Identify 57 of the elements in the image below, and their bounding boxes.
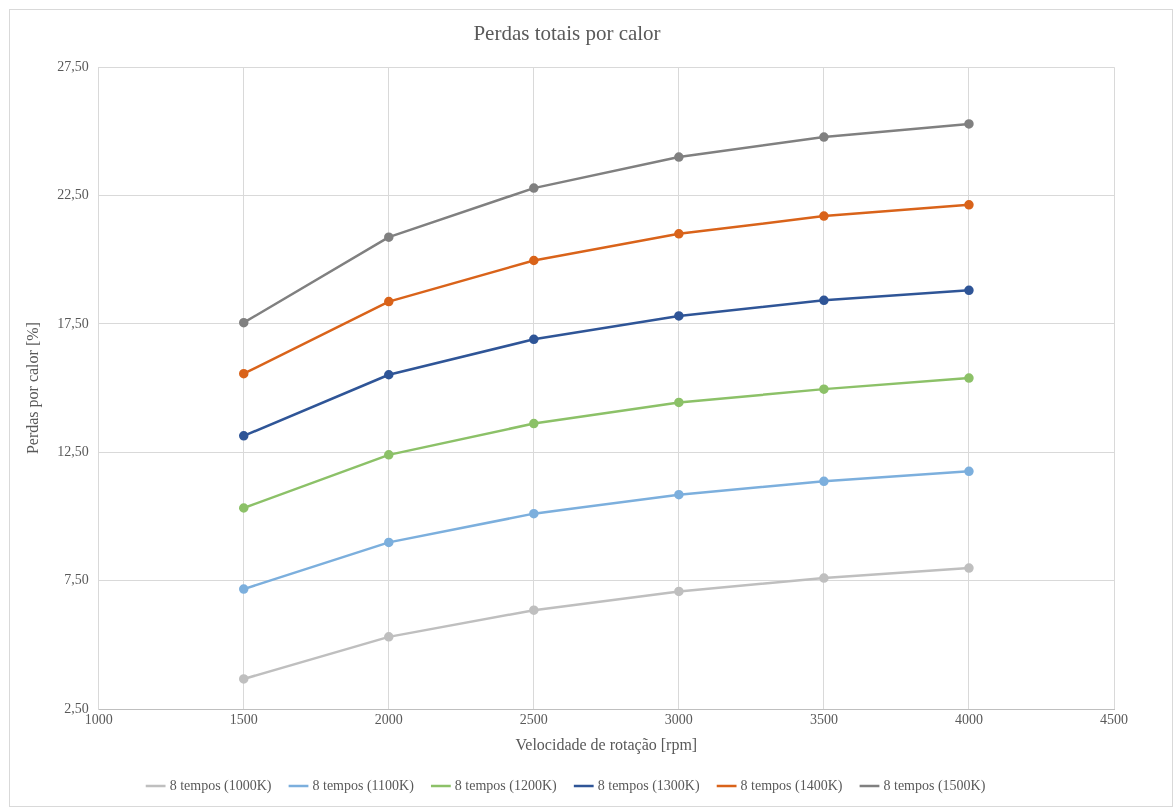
point — [819, 384, 829, 394]
point — [819, 211, 829, 221]
point — [964, 373, 974, 383]
point — [674, 586, 684, 597]
x-tick-label: 2500 — [519, 712, 548, 728]
point — [964, 285, 974, 296]
x-tick-label: 3000 — [664, 712, 693, 728]
point — [529, 183, 539, 193]
point — [674, 489, 684, 500]
legend-label: 8 tempos (1400K) — [740, 777, 843, 794]
x-axis-title: Velocidade de rotação [rpm] — [515, 735, 698, 754]
point — [238, 584, 249, 594]
point — [819, 573, 829, 583]
y-tick-label: 17,50 — [57, 315, 89, 331]
point — [529, 508, 539, 519]
point — [238, 431, 249, 441]
point — [964, 200, 974, 210]
point — [238, 368, 249, 379]
point — [384, 537, 394, 548]
legend-label: 8 tempos (1100K) — [312, 777, 415, 794]
y-tick-label: 22,50 — [57, 187, 89, 203]
point — [529, 334, 539, 345]
point — [238, 503, 249, 513]
point — [819, 295, 829, 306]
legend-label: 8 tempos (1200K) — [454, 777, 558, 794]
point — [384, 232, 394, 242]
point — [384, 450, 394, 460]
legend-label: 8 tempos (1300K) — [597, 777, 700, 794]
point — [238, 317, 249, 328]
point — [384, 296, 394, 307]
x-tick-label: 3500 — [809, 712, 838, 728]
legend-label: 8 tempos (1000K) — [169, 777, 272, 794]
point — [674, 229, 684, 239]
x-tick-label: 2000 — [374, 712, 403, 728]
point — [674, 397, 684, 408]
point — [964, 563, 974, 573]
point — [384, 632, 394, 642]
point — [238, 674, 249, 684]
point — [964, 119, 974, 129]
point — [674, 311, 684, 321]
y-tick-label: 12,50 — [57, 443, 89, 459]
point — [674, 152, 684, 162]
point — [819, 476, 829, 487]
point — [819, 132, 829, 142]
y-tick-label: 7,50 — [64, 572, 89, 588]
y-tick-label: 27,50 — [57, 58, 89, 74]
x-tick-label: 4000 — [954, 712, 983, 728]
chart-title: Perdas totais por calor — [473, 21, 661, 46]
x-tick-label: 1500 — [229, 712, 258, 728]
point — [529, 255, 539, 266]
point — [529, 418, 539, 429]
y-axis-title: Perdas por calor [%] — [23, 322, 42, 455]
point — [529, 605, 539, 615]
legend-label: 8 tempos (1500K) — [883, 777, 986, 794]
point — [384, 370, 394, 380]
x-tick-label: 4500 — [1100, 712, 1128, 728]
point — [964, 466, 974, 477]
